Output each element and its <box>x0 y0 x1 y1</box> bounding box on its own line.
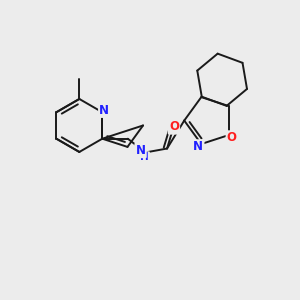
Text: N: N <box>193 140 203 153</box>
Text: H: H <box>140 152 149 162</box>
Text: N: N <box>99 104 109 117</box>
Text: N: N <box>136 144 146 157</box>
Text: O: O <box>227 131 237 145</box>
Text: O: O <box>169 120 179 134</box>
